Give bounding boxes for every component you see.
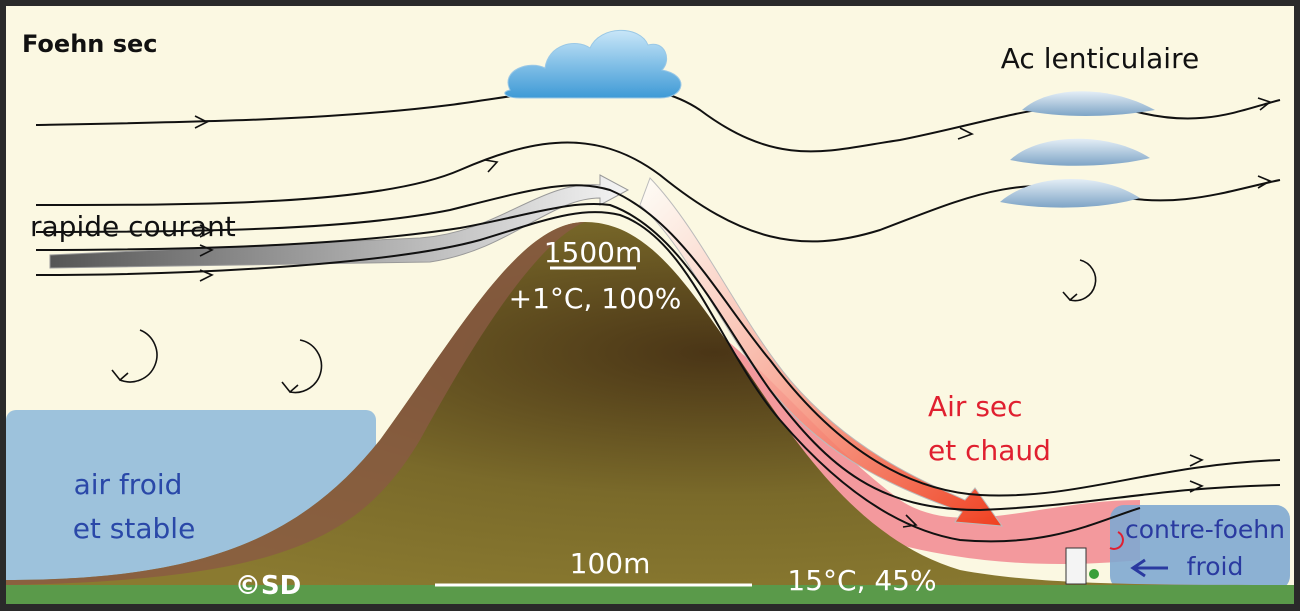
mountain-shade	[6, 222, 585, 585]
cold-air-label: air froid	[74, 468, 183, 501]
cumulus-cloud	[504, 29, 682, 99]
counter-foehn-label: froid	[1187, 552, 1244, 581]
tree	[1089, 569, 1099, 579]
streamline	[35, 211, 1141, 543]
title: Foehn sec	[22, 30, 158, 58]
copyright: ©SD	[235, 571, 301, 601]
streamline	[35, 203, 1281, 512]
counter-foehn-arrow	[1130, 558, 1168, 578]
descending-arrow	[639, 177, 1004, 527]
scale-label: 100m	[570, 547, 651, 580]
streamline	[35, 184, 1281, 497]
warm-air-label: et chaud	[928, 434, 1051, 467]
lenticular-cloud	[1022, 91, 1155, 116]
small-eddy	[1109, 531, 1124, 550]
jet-label: rapide courant	[30, 210, 236, 243]
counter-foehn-label: contre-foehn	[1125, 515, 1285, 544]
eddies	[111, 259, 1097, 394]
lenticular-cloud	[1010, 138, 1150, 166]
building	[1065, 547, 1087, 585]
valley-conditions: 15°C, 45%	[787, 564, 936, 597]
jet-arrow	[49, 174, 630, 269]
flow-arrowheads	[194, 97, 1272, 528]
cold-air-label: et stable	[73, 512, 196, 545]
summit-conditions: +1°C, 100%	[509, 282, 682, 315]
lenticular-cloud	[1000, 178, 1140, 208]
ground	[6, 585, 1294, 604]
summit-altitude: 1500m	[544, 236, 643, 269]
lenticular-label: Ac lenticulaire	[1001, 42, 1199, 75]
warm-air-label: Air sec	[928, 390, 1023, 423]
